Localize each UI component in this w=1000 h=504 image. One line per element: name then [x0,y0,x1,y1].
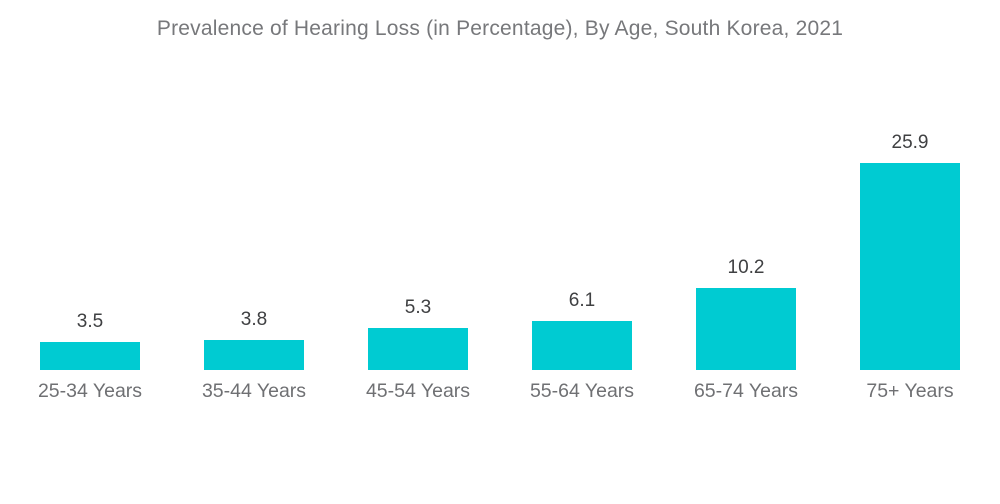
bar [204,339,304,370]
chart-title: Prevalence of Hearing Loss (in Percentag… [156,17,844,40]
value-label: 10.2 [727,257,765,279]
bar-group: 25.9 75+ Years [840,131,980,402]
category-label: 35-44 Years [201,380,307,402]
category-label: 75+ Years [866,380,954,402]
category-label: 25-34 Years [37,380,143,402]
bar-group: 10.2 65-74 Years [676,257,816,402]
bar [532,321,632,370]
bar [860,162,960,370]
bar-group: 3.8 35-44 Years [184,308,324,402]
category-label: 55-64 Years [529,380,635,402]
value-label: 25.9 [891,131,929,153]
bar [368,327,468,370]
value-label: 5.3 [404,296,432,318]
category-label: 65-74 Years [693,380,799,402]
bar-group: 6.1 55-64 Years [512,290,652,402]
bar-group: 5.3 45-54 Years [348,296,488,402]
bars-row: 3.5 25-34 Years 3.8 35-44 Years 5.3 45-54 Yea… [20,58,980,402]
value-label: 6.1 [568,290,596,312]
bar-group: 3.5 25-34 Years [20,311,160,402]
bar [696,288,796,370]
bar [40,342,140,370]
category-label: 45-54 Years [365,380,471,402]
value-label: 3.5 [76,311,104,332]
value-label: 3.8 [240,308,268,330]
